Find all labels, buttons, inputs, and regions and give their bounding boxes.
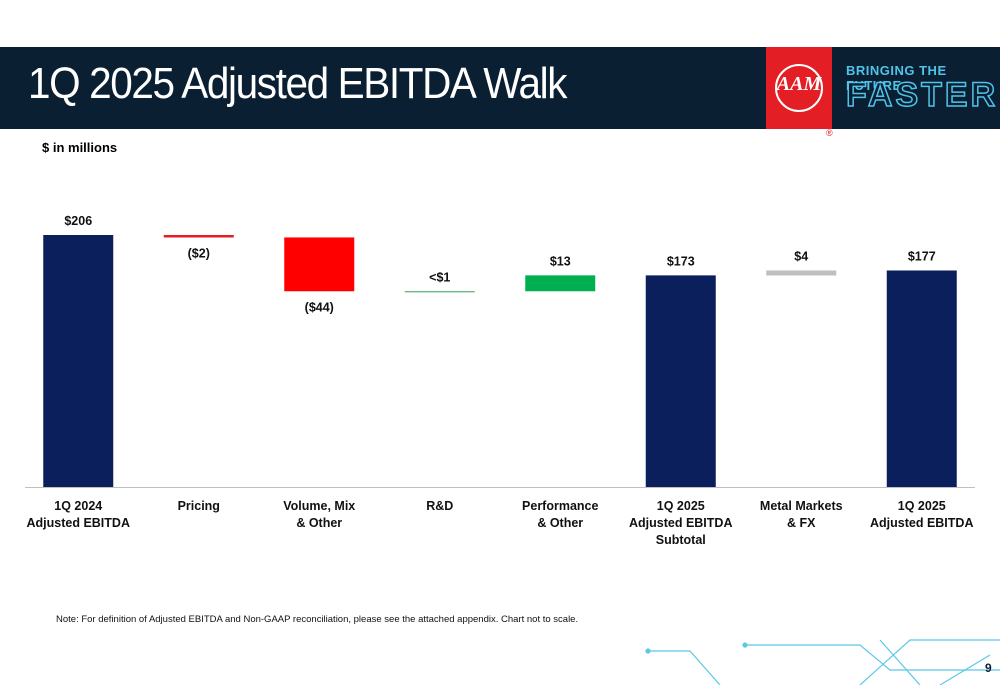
category-label: Pricing xyxy=(177,499,220,513)
category-label: 1Q 2025 Adjusted EBITDA Subtotal xyxy=(629,499,733,547)
category-label: Volume, Mix & Other xyxy=(283,499,356,530)
category-label: Performance & Other xyxy=(522,499,599,530)
bar xyxy=(766,270,837,276)
decor-dot xyxy=(742,642,748,648)
decoration xyxy=(645,639,1000,685)
bar xyxy=(284,237,355,292)
value-label: $177 xyxy=(908,249,936,263)
bar xyxy=(404,291,475,293)
category-label: 1Q 2024 Adjusted EBITDA xyxy=(26,499,130,530)
category-label: Metal Markets & FX xyxy=(759,499,843,530)
value-label: $206 xyxy=(64,214,92,228)
tagline: FASTER xyxy=(845,76,999,114)
slide-title: 1Q 2025 Adjusted EBITDA Walk xyxy=(28,59,568,108)
chart-subtitle: $ in millions xyxy=(42,140,118,155)
decor-line xyxy=(648,650,721,685)
bar xyxy=(525,275,596,292)
decor-dot xyxy=(645,648,651,654)
bar xyxy=(645,275,716,487)
registered-mark: ® xyxy=(826,128,833,138)
value-label: ($2) xyxy=(188,247,210,261)
page-number: 9 xyxy=(985,661,992,675)
tagline: BRINGING THE FUTURE xyxy=(846,63,947,93)
value-label: ($44) xyxy=(305,300,334,314)
decor-line xyxy=(859,639,1000,685)
logo-text: AAM xyxy=(776,73,822,95)
header-band: 1Q 2025 Adjusted EBITDA Walk AAM BRINGIN… xyxy=(0,47,1000,129)
logo: AAM xyxy=(766,47,832,129)
value-label: <$1 xyxy=(429,270,450,284)
bar xyxy=(43,235,114,487)
value-label: $13 xyxy=(550,254,571,268)
footnote: Note: For definition of Adjusted EBITDA … xyxy=(56,614,579,625)
decor-line xyxy=(745,644,1000,671)
value-label: $4 xyxy=(794,249,808,263)
bar xyxy=(886,270,957,487)
category-label: 1Q 2025 Adjusted EBITDA xyxy=(870,499,974,530)
category-label: R&D xyxy=(426,499,454,513)
logo-ring xyxy=(775,64,823,112)
bar xyxy=(163,235,234,238)
decor-line xyxy=(879,639,921,685)
value-label: $173 xyxy=(667,254,695,268)
decor-line xyxy=(939,654,991,685)
